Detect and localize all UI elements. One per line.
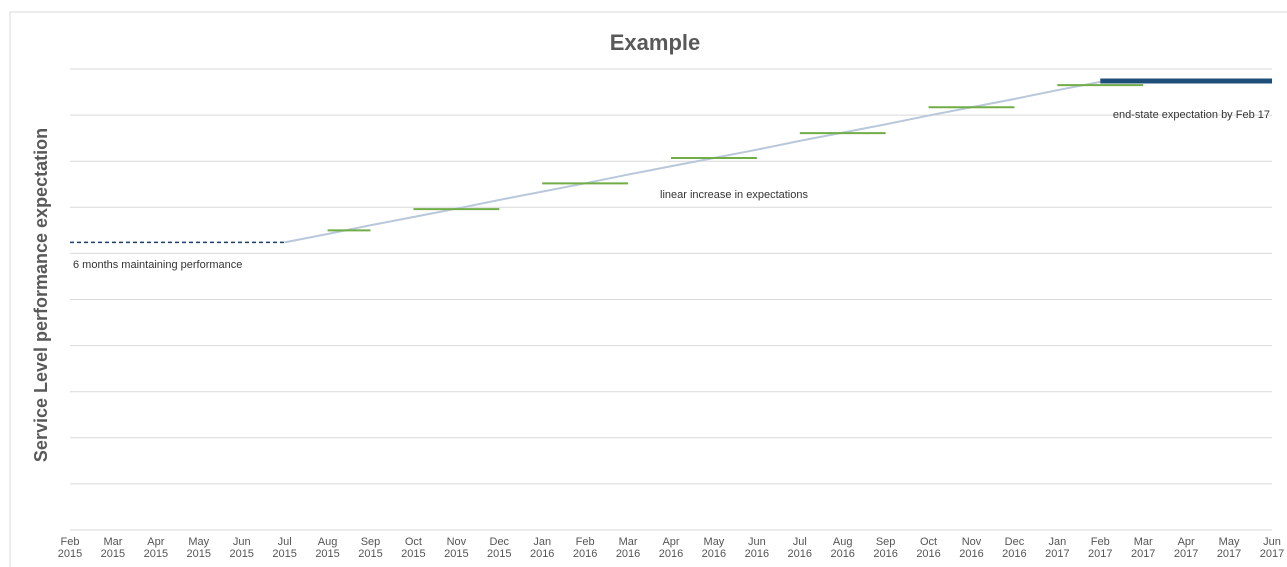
x-tick-label: Aug 2015 [315, 536, 340, 560]
series-line [284, 80, 1101, 244]
chart-border [9, 11, 1287, 567]
x-tick-label: Dec 2015 [487, 536, 512, 560]
x-tick-label: Oct 2015 [401, 536, 426, 560]
x-tick-label: Jun 2016 [744, 536, 770, 560]
x-tick-label: Jun 2017 [1259, 536, 1285, 560]
x-tick-label: Jan 2016 [529, 536, 555, 560]
x-tick-label: Aug 2016 [830, 536, 855, 560]
chart-title: Example [610, 30, 701, 55]
x-tick-label: Apr 2016 [658, 536, 684, 560]
x-tick-label: Apr 2015 [143, 536, 169, 560]
x-tick-label: Jan 2017 [1045, 536, 1070, 560]
x-tick-label: Feb 2016 [572, 536, 598, 560]
y-axis-label: Service Level performance expectation [31, 128, 51, 462]
x-tick-label: May 2016 [701, 536, 727, 560]
annotation: end-state expectation by Feb 17 [1113, 109, 1270, 121]
x-tick-label: Feb 2015 [57, 536, 83, 560]
x-tick-label: Nov 2016 [959, 536, 984, 560]
x-tick-label: May 2017 [1216, 536, 1242, 560]
x-tick-label: Sep 2016 [873, 536, 898, 560]
x-tick-label: Dec 2016 [1002, 536, 1027, 560]
x-tick-label: Feb 2017 [1088, 536, 1113, 560]
x-tick-label: Apr 2017 [1173, 536, 1199, 560]
x-tick-label: Mar 2017 [1130, 536, 1156, 560]
x-tick-label: Nov 2015 [444, 536, 469, 560]
annotation: 6 months maintaining performance [73, 259, 242, 271]
x-tick-label: Oct 2016 [916, 536, 941, 560]
x-tick-label: Sep 2015 [358, 536, 383, 560]
x-tick-label: May 2015 [186, 536, 212, 560]
x-tick-label: Jul 2016 [787, 536, 813, 560]
x-tick-label: Mar 2016 [615, 536, 641, 560]
x-tick-label: Mar 2015 [100, 536, 126, 560]
annotation: linear increase in expectations [660, 189, 808, 201]
x-tick-label: Jun 2015 [229, 536, 254, 560]
x-tick-label: Jul 2015 [272, 536, 297, 560]
